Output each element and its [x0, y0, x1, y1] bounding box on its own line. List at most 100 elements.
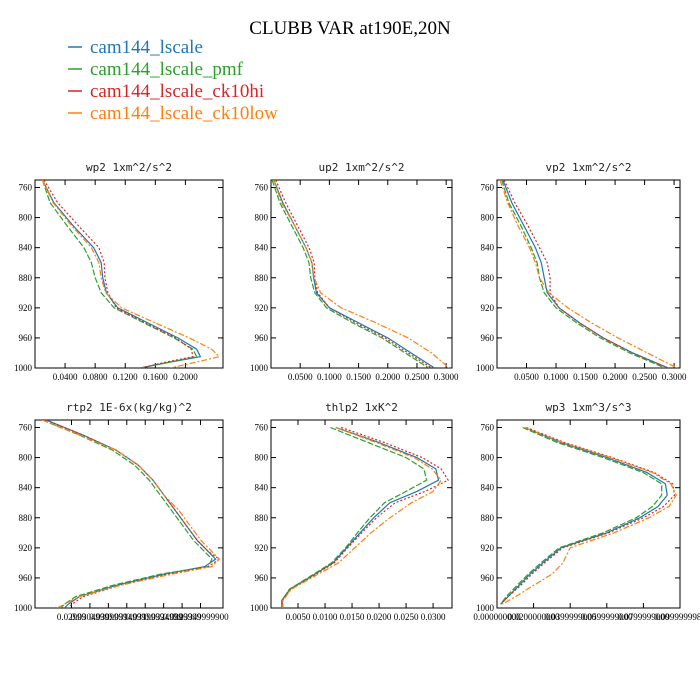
series-line-cam144-lscale-ck10hi — [45, 420, 221, 608]
y-tick-label: 760 — [19, 423, 33, 433]
y-tick-label: 760 — [19, 183, 33, 193]
y-tick-label: 840 — [19, 483, 33, 493]
x-tick-label: 0.2500 — [632, 372, 657, 382]
plot-frame — [270, 419, 453, 609]
y-tick-label: 800 — [481, 453, 495, 463]
x-tick-label: 0.2000 — [375, 372, 400, 382]
y-tick-label: 920 — [255, 543, 269, 553]
figure-title: CLUBB VAR at190E,20N — [249, 18, 451, 39]
y-tick-label: 760 — [481, 423, 495, 433]
x-tick-label: 0.0200000000 — [508, 612, 560, 622]
y-tick-label: 840 — [255, 483, 269, 493]
x-tick-label: 0.0314999 — [108, 612, 147, 622]
panel-title: vp2 1xm^2/s^2 — [545, 161, 631, 174]
legend-label: cam144_lscale_pmf — [90, 59, 244, 80]
series-line-cam144-lscale-pmf — [271, 180, 429, 368]
y-tick-label: 880 — [481, 273, 495, 283]
x-tick-label: 0.1500 — [346, 372, 371, 382]
x-tick-label: 0.02999 — [57, 612, 87, 622]
y-tick-label: 800 — [19, 213, 33, 223]
y-tick-label: 920 — [255, 303, 269, 313]
y-tick-label: 960 — [255, 573, 269, 583]
x-tick-label: 0.2000 — [603, 372, 628, 382]
x-tick-label: 0.0500 — [288, 372, 313, 382]
series-line-cam144-lscale-ck10hi — [500, 426, 676, 605]
y-tick-label: 880 — [481, 513, 495, 523]
x-tick-label: 0.1600 — [143, 372, 168, 382]
y-tick-label: 920 — [481, 303, 495, 313]
series-line-cam144-lscale-pmf — [41, 180, 198, 368]
series-line-cam144-lscale-ck10low — [282, 426, 442, 608]
legend-label: cam144_lscale_ck10low — [90, 103, 278, 124]
y-tick-label: 1000 — [14, 603, 33, 613]
y-tick-label: 800 — [481, 213, 495, 223]
x-tick-label: 0.1200 — [113, 372, 138, 382]
chart-panel: rtp2 1E-6x(kg/kg)^2 760 800 840 880 920 960 100… — [14, 401, 229, 622]
x-tick-label: 0.0250 — [394, 612, 419, 622]
y-tick-label: 760 — [255, 183, 269, 193]
y-tick-label: 920 — [19, 543, 33, 553]
series-line-cam144-lscale-ck10low — [502, 426, 677, 605]
y-tick-label: 800 — [255, 453, 269, 463]
legend-label: cam144_lscale — [90, 37, 203, 58]
x-tick-label: 0.0324999 — [145, 612, 184, 622]
series-line-cam144-lscale-ck10hi — [503, 180, 669, 368]
x-tick-label: 0.0100 — [313, 612, 338, 622]
series-line-cam144-lscale-pmf — [281, 426, 428, 608]
x-tick-label: 0.000000000 — [473, 612, 521, 622]
series-line-cam144-lscale-ck10low — [499, 180, 678, 368]
x-tick-label: 0.0999999980 — [654, 612, 700, 622]
y-tick-label: 880 — [255, 273, 269, 283]
y-tick-label: 840 — [481, 483, 495, 493]
y-tick-label: 1000 — [250, 603, 269, 613]
y-tick-label: 960 — [481, 573, 495, 583]
panel-title: wp3 1xm^3/s^3 — [545, 401, 631, 414]
x-tick-label: 0.1000 — [544, 372, 569, 382]
y-tick-label: 960 — [19, 333, 33, 343]
x-tick-label: 0.0329999 — [163, 612, 202, 622]
series-line-cam144-lscale-ck10hi — [281, 426, 450, 608]
y-tick-label: 840 — [255, 243, 269, 253]
series-line-cam144-lscale-ck10low — [42, 420, 221, 608]
x-tick-label: 0.0304999 — [71, 612, 110, 622]
y-tick-label: 760 — [481, 183, 495, 193]
series-line-cam144-lscale — [502, 180, 669, 368]
x-tick-label: 0.03349999900 — [172, 612, 229, 622]
y-tick-label: 960 — [481, 333, 495, 343]
x-tick-label: 0.0799999000 — [618, 612, 670, 622]
series-line-cam144-lscale-ck10low — [41, 180, 221, 368]
chart-panel: vp2 1xm^2/s^2 760 800 840 880 920 960 1000 0.050… — [476, 161, 687, 382]
x-tick-label: 0.0800 — [83, 372, 108, 382]
panel-title: thlp2 1xK^2 — [325, 401, 398, 414]
series-line-cam144-lscale — [41, 180, 202, 368]
y-tick-label: 840 — [481, 243, 495, 253]
y-tick-label: 1000 — [476, 363, 495, 373]
plot-frame — [34, 419, 224, 609]
x-tick-label: 0.0150 — [340, 612, 365, 622]
plot-frame — [496, 179, 681, 369]
x-tick-label: 0.0399999000 — [544, 612, 596, 622]
y-tick-label: 960 — [19, 573, 33, 583]
y-tick-label: 800 — [255, 213, 269, 223]
series-line-cam144-lscale-pmf — [500, 426, 663, 605]
chart-panel: wp3 1xm^3/s^3 760 800 840 880 920 960 10000.000… — [473, 401, 700, 622]
y-tick-label: 1000 — [476, 603, 495, 613]
y-tick-label: 960 — [255, 333, 269, 343]
series-line-cam144-lscale-ck10hi — [275, 180, 432, 368]
y-tick-label: 800 — [19, 453, 33, 463]
y-tick-label: 1000 — [250, 363, 269, 373]
y-tick-label: 880 — [19, 273, 33, 283]
plot-frame — [496, 419, 681, 609]
x-tick-label: 0.0319999 — [126, 612, 165, 622]
chart-panels: wp2 1xm^2/s^2 760 800 840 880 920 960 1000 0.040… — [14, 161, 700, 622]
y-tick-label: 920 — [481, 543, 495, 553]
series-line-cam144-lscale-pmf — [42, 420, 213, 608]
chart-panel: wp2 1xm^2/s^2 760 800 840 880 920 960 1000 0.040… — [14, 161, 224, 382]
x-tick-label: 0.1500 — [573, 372, 598, 382]
panel-title: up2 1xm^2/s^2 — [318, 161, 404, 174]
y-tick-label: 760 — [255, 423, 269, 433]
x-tick-label: 0.0300 — [421, 612, 446, 622]
panel-title: wp2 1xm^2/s^2 — [86, 161, 172, 174]
